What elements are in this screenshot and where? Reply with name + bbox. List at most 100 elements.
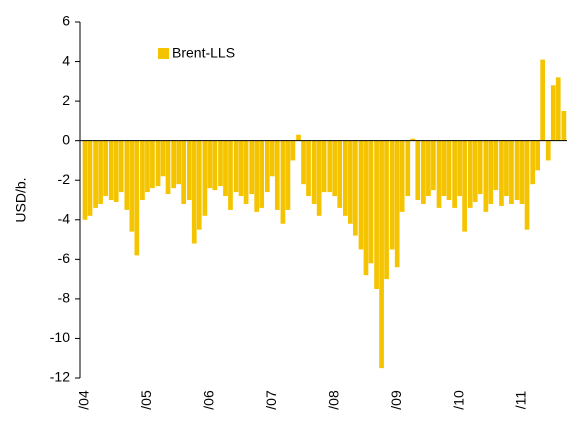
bar [321,140,327,193]
y-tick-label: -10 [50,329,70,345]
bar [405,140,411,197]
y-tick-label: 0 [62,131,70,147]
bar [150,140,155,189]
bar [181,140,187,204]
bar [113,140,119,202]
bar [259,140,265,208]
y-tick-label: -12 [50,369,70,385]
y-tick-label: -4 [58,210,71,226]
bar [337,140,343,208]
bar [384,140,389,280]
bar [462,140,467,232]
bar [421,140,426,204]
bar [274,140,280,210]
bar [389,140,395,250]
bar [394,140,400,268]
bar [467,140,473,208]
bar [374,140,379,289]
bar [223,140,228,197]
bar [477,140,483,195]
bar [540,59,546,141]
bar [176,140,182,185]
bar [171,140,177,189]
bar [228,140,233,210]
bar [457,140,462,197]
bar [379,140,384,369]
x-tick-label: /05 [138,390,154,410]
y-tick-label: 4 [62,52,70,68]
bar [368,140,374,264]
bar [426,140,431,197]
bar [254,140,260,212]
legend-label: Brent-LLS [172,45,235,61]
bar [530,140,536,185]
bar [98,140,103,204]
bar [301,140,306,185]
bar [514,140,520,200]
bar [145,140,150,193]
bar [363,140,369,276]
bar [218,140,223,187]
y-axis-label: USD/b. [13,177,29,222]
bar [165,140,171,195]
bar [207,140,213,189]
bar [155,140,161,187]
bar [535,140,541,171]
bar [555,77,561,141]
bar [504,140,509,197]
bar [118,140,124,193]
bar [212,140,218,191]
y-tick-label: -6 [58,250,71,266]
bar [352,140,358,236]
y-tick-label: 2 [62,92,70,108]
bar [488,140,494,204]
y-tick-label: 6 [62,13,70,29]
bar [285,140,291,210]
x-tick-label: /04 [76,390,92,410]
bar [509,140,514,204]
bar [358,140,364,250]
y-tick-label: -8 [58,290,71,306]
bar [410,138,416,141]
bar [472,140,478,202]
bar [519,140,525,204]
x-tick-label: /11 [513,391,529,410]
bar [306,140,311,197]
bar [280,140,286,224]
bar [124,140,130,210]
x-tick-label: /10 [450,390,466,410]
bar [316,140,322,216]
bar [347,140,353,224]
x-tick-label: /07 [263,390,279,410]
bar [499,140,504,206]
bar [140,140,145,200]
x-tick-label: /09 [388,390,404,410]
bar [342,140,348,216]
bar [249,140,255,195]
bar [493,140,499,191]
bar [415,140,421,200]
bar [431,140,436,191]
bar [296,134,301,141]
bar [446,140,452,200]
bar [243,140,249,204]
bar [202,140,208,216]
x-tick-label: /06 [201,390,217,410]
bar [93,140,98,208]
bar [82,140,88,220]
bar [332,140,338,197]
bar [436,140,442,208]
bar [441,140,447,197]
bar [87,140,93,216]
bar [191,140,197,244]
bar [545,140,551,161]
bar [233,140,239,193]
bar [129,140,135,232]
bar [269,140,275,177]
bar [186,140,192,200]
bar [264,140,270,193]
bar [196,140,202,230]
bar [160,140,166,177]
bar [311,140,317,204]
